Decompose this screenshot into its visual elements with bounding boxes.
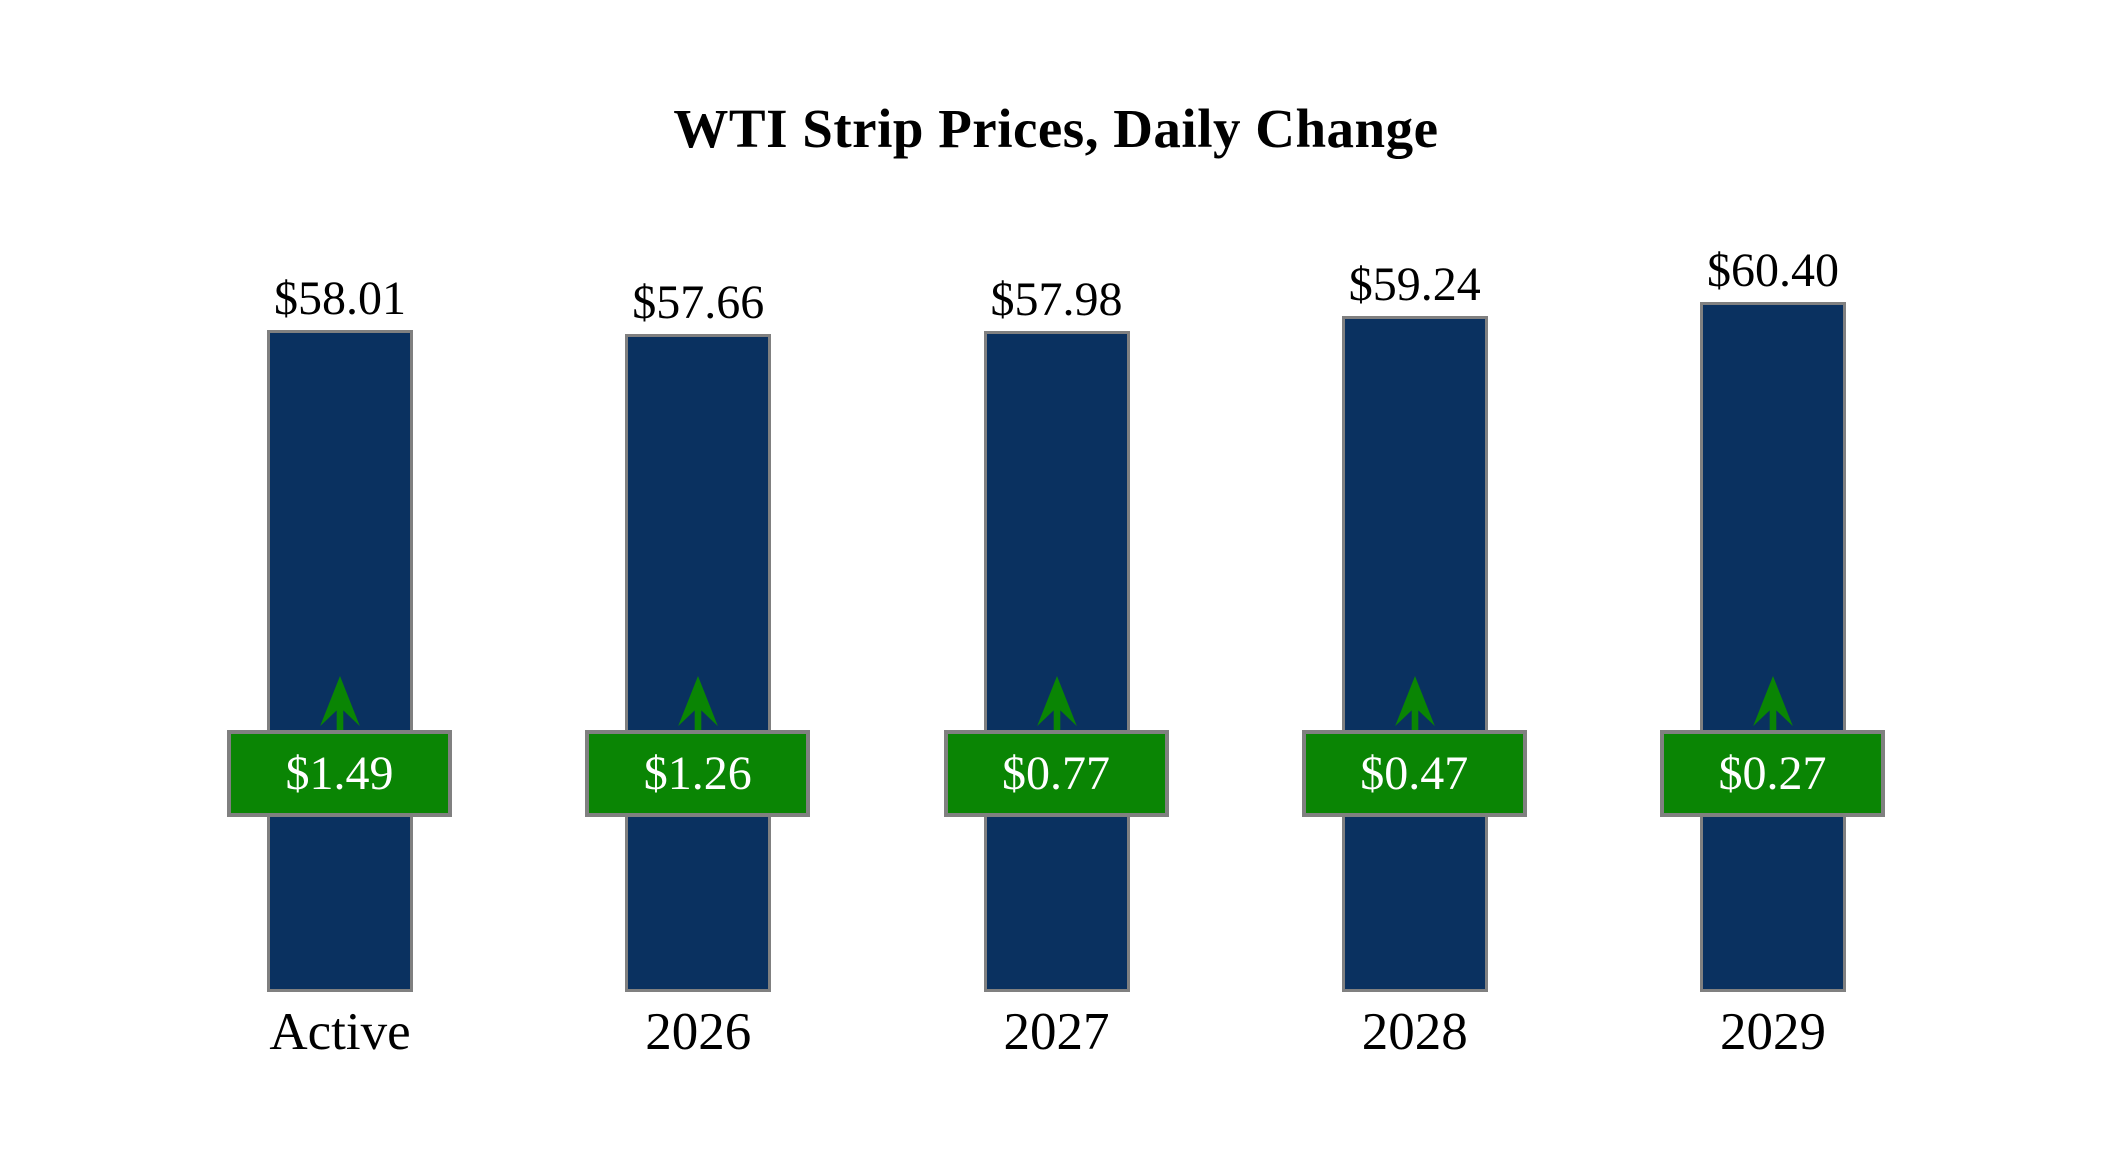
bar-group-2029: $60.40 $0.27 2029: [1594, 0, 1952, 1152]
up-arrow-icon: [1033, 675, 1081, 732]
chart-title: WTI Strip Prices, Daily Change: [673, 98, 1439, 159]
change-badge: $0.27: [1660, 730, 1885, 817]
price-label: $58.01: [274, 272, 406, 325]
up-arrow-icon: [1749, 675, 1797, 732]
category-label: 2027: [1003, 1003, 1110, 1061]
bar-group-2027: $57.98 $0.77 2027: [878, 0, 1236, 1152]
bar-group-2026: $57.66 $1.26 2026: [519, 0, 877, 1152]
change-value: $0.27: [1718, 747, 1827, 800]
change-badge: $1.49: [227, 730, 452, 817]
bar-group-active: $58.01 $1.49 Active: [161, 0, 519, 1152]
category-label: 2028: [1361, 1003, 1468, 1061]
price-label: $60.40: [1707, 244, 1839, 297]
change-badge: $0.77: [943, 730, 1169, 817]
price-label: $57.66: [632, 276, 765, 329]
price-label: $57.98: [990, 273, 1123, 326]
up-arrow-icon: [1391, 675, 1439, 732]
change-value: $1.49: [285, 747, 394, 800]
price-label: $59.24: [1348, 258, 1481, 311]
price-bar: [1700, 302, 1846, 992]
up-arrow-icon: [674, 675, 722, 732]
change-value: $0.47: [1360, 747, 1469, 800]
category-label: 2026: [645, 1003, 752, 1061]
price-bar: [983, 331, 1130, 992]
change-badge: $1.26: [585, 730, 811, 817]
change-value: $0.77: [1002, 747, 1110, 800]
category-label: 2029: [1720, 1003, 1826, 1061]
change-badge: $0.47: [1301, 730, 1527, 817]
price-bar: [1341, 316, 1488, 992]
price-bar: [625, 334, 772, 992]
category-label: Active: [269, 1003, 411, 1061]
bar-group-2028: $59.24 $0.47 2028: [1236, 0, 1594, 1152]
change-value: $1.26: [643, 747, 752, 800]
up-arrow-icon: [316, 675, 364, 732]
price-bar: [267, 330, 413, 992]
